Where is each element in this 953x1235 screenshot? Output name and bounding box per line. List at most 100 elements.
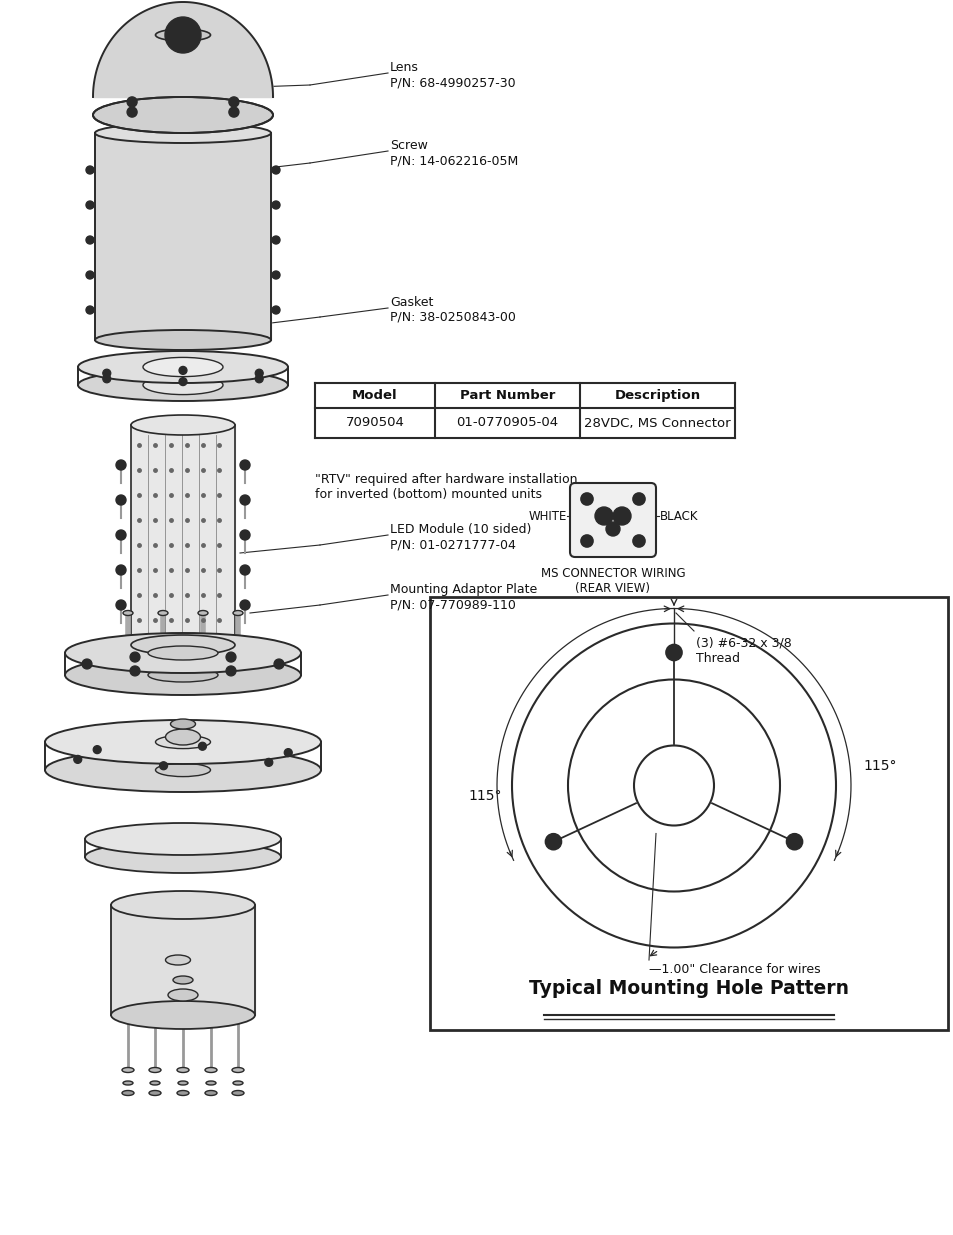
Circle shape xyxy=(86,236,94,245)
Ellipse shape xyxy=(78,369,288,401)
Text: (3) #6-32 x 3/8
Thread: (3) #6-32 x 3/8 Thread xyxy=(696,637,791,664)
Ellipse shape xyxy=(171,719,195,729)
Ellipse shape xyxy=(205,1067,216,1072)
Ellipse shape xyxy=(122,1067,133,1072)
Ellipse shape xyxy=(111,1002,254,1029)
Ellipse shape xyxy=(78,351,288,383)
Circle shape xyxy=(130,666,140,676)
Ellipse shape xyxy=(206,1081,215,1086)
Circle shape xyxy=(226,652,235,662)
Polygon shape xyxy=(95,133,271,340)
Ellipse shape xyxy=(85,841,281,873)
Circle shape xyxy=(595,508,613,525)
Polygon shape xyxy=(131,425,234,645)
Ellipse shape xyxy=(123,610,132,615)
Text: Model: Model xyxy=(352,389,397,403)
Text: LED Module (10 sided)
P/N: 01-0271777-04: LED Module (10 sided) P/N: 01-0271777-04 xyxy=(390,522,531,551)
Ellipse shape xyxy=(131,415,234,435)
Text: WHITE: WHITE xyxy=(528,510,566,522)
Ellipse shape xyxy=(123,1081,132,1086)
Ellipse shape xyxy=(65,655,301,695)
Ellipse shape xyxy=(65,634,301,673)
Ellipse shape xyxy=(95,124,271,143)
FancyBboxPatch shape xyxy=(569,483,656,557)
Ellipse shape xyxy=(111,890,254,919)
Ellipse shape xyxy=(178,1081,188,1086)
Circle shape xyxy=(255,369,263,377)
Circle shape xyxy=(240,530,250,540)
Ellipse shape xyxy=(168,989,198,1002)
Circle shape xyxy=(86,306,94,314)
Circle shape xyxy=(272,236,280,245)
Circle shape xyxy=(665,645,681,661)
Circle shape xyxy=(198,742,206,750)
Circle shape xyxy=(240,495,250,505)
Text: A: A xyxy=(600,511,606,520)
Ellipse shape xyxy=(232,1067,244,1072)
Polygon shape xyxy=(111,905,254,1015)
Text: 115°: 115° xyxy=(468,788,501,803)
Ellipse shape xyxy=(149,1091,161,1095)
Ellipse shape xyxy=(172,976,193,984)
Circle shape xyxy=(73,756,82,763)
Text: 7090504: 7090504 xyxy=(345,416,404,430)
Ellipse shape xyxy=(148,646,218,659)
Text: B: B xyxy=(609,525,616,534)
Circle shape xyxy=(86,270,94,279)
Circle shape xyxy=(116,459,126,471)
Circle shape xyxy=(240,600,250,610)
Circle shape xyxy=(272,201,280,209)
Circle shape xyxy=(580,535,593,547)
Ellipse shape xyxy=(45,748,320,792)
Ellipse shape xyxy=(131,635,234,655)
Circle shape xyxy=(274,659,284,669)
Circle shape xyxy=(284,748,292,757)
Text: C: C xyxy=(618,511,624,520)
Ellipse shape xyxy=(232,1091,244,1095)
Ellipse shape xyxy=(92,98,273,133)
Ellipse shape xyxy=(177,1067,189,1072)
Text: Mounting Adaptor Plate
P/N: 07-770989-110: Mounting Adaptor Plate P/N: 07-770989-11… xyxy=(390,583,537,611)
Text: BLACK: BLACK xyxy=(659,510,698,522)
Circle shape xyxy=(179,378,187,385)
Circle shape xyxy=(605,522,619,536)
Ellipse shape xyxy=(143,357,223,377)
Circle shape xyxy=(116,564,126,576)
Ellipse shape xyxy=(155,735,211,748)
Ellipse shape xyxy=(155,28,211,41)
Circle shape xyxy=(86,165,94,174)
Circle shape xyxy=(785,834,801,850)
Circle shape xyxy=(580,493,593,505)
Circle shape xyxy=(613,508,630,525)
Text: MS CONNECTOR WIRING
(REAR VIEW): MS CONNECTOR WIRING (REAR VIEW) xyxy=(540,567,684,595)
Circle shape xyxy=(255,374,263,383)
Circle shape xyxy=(272,306,280,314)
Ellipse shape xyxy=(95,330,271,350)
Circle shape xyxy=(272,165,280,174)
Circle shape xyxy=(82,659,91,669)
Circle shape xyxy=(103,374,111,383)
Ellipse shape xyxy=(45,720,320,764)
Ellipse shape xyxy=(233,1081,243,1086)
Bar xyxy=(430,597,947,1030)
Circle shape xyxy=(545,834,561,850)
Ellipse shape xyxy=(155,763,211,777)
Ellipse shape xyxy=(143,375,223,395)
Text: Gasket
P/N: 38-0250843-00: Gasket P/N: 38-0250843-00 xyxy=(390,296,516,324)
Ellipse shape xyxy=(149,1067,161,1072)
Circle shape xyxy=(93,746,101,753)
Circle shape xyxy=(240,564,250,576)
Circle shape xyxy=(116,530,126,540)
Circle shape xyxy=(240,459,250,471)
Ellipse shape xyxy=(165,729,200,745)
Text: Description: Description xyxy=(614,389,700,403)
Ellipse shape xyxy=(158,610,168,615)
Circle shape xyxy=(159,762,168,769)
Circle shape xyxy=(86,201,94,209)
Circle shape xyxy=(103,369,111,377)
Circle shape xyxy=(229,107,238,117)
Text: Part Number: Part Number xyxy=(459,389,555,403)
Ellipse shape xyxy=(233,610,243,615)
Circle shape xyxy=(229,96,238,107)
Text: Screw
P/N: 14-062216-05M: Screw P/N: 14-062216-05M xyxy=(390,140,517,167)
